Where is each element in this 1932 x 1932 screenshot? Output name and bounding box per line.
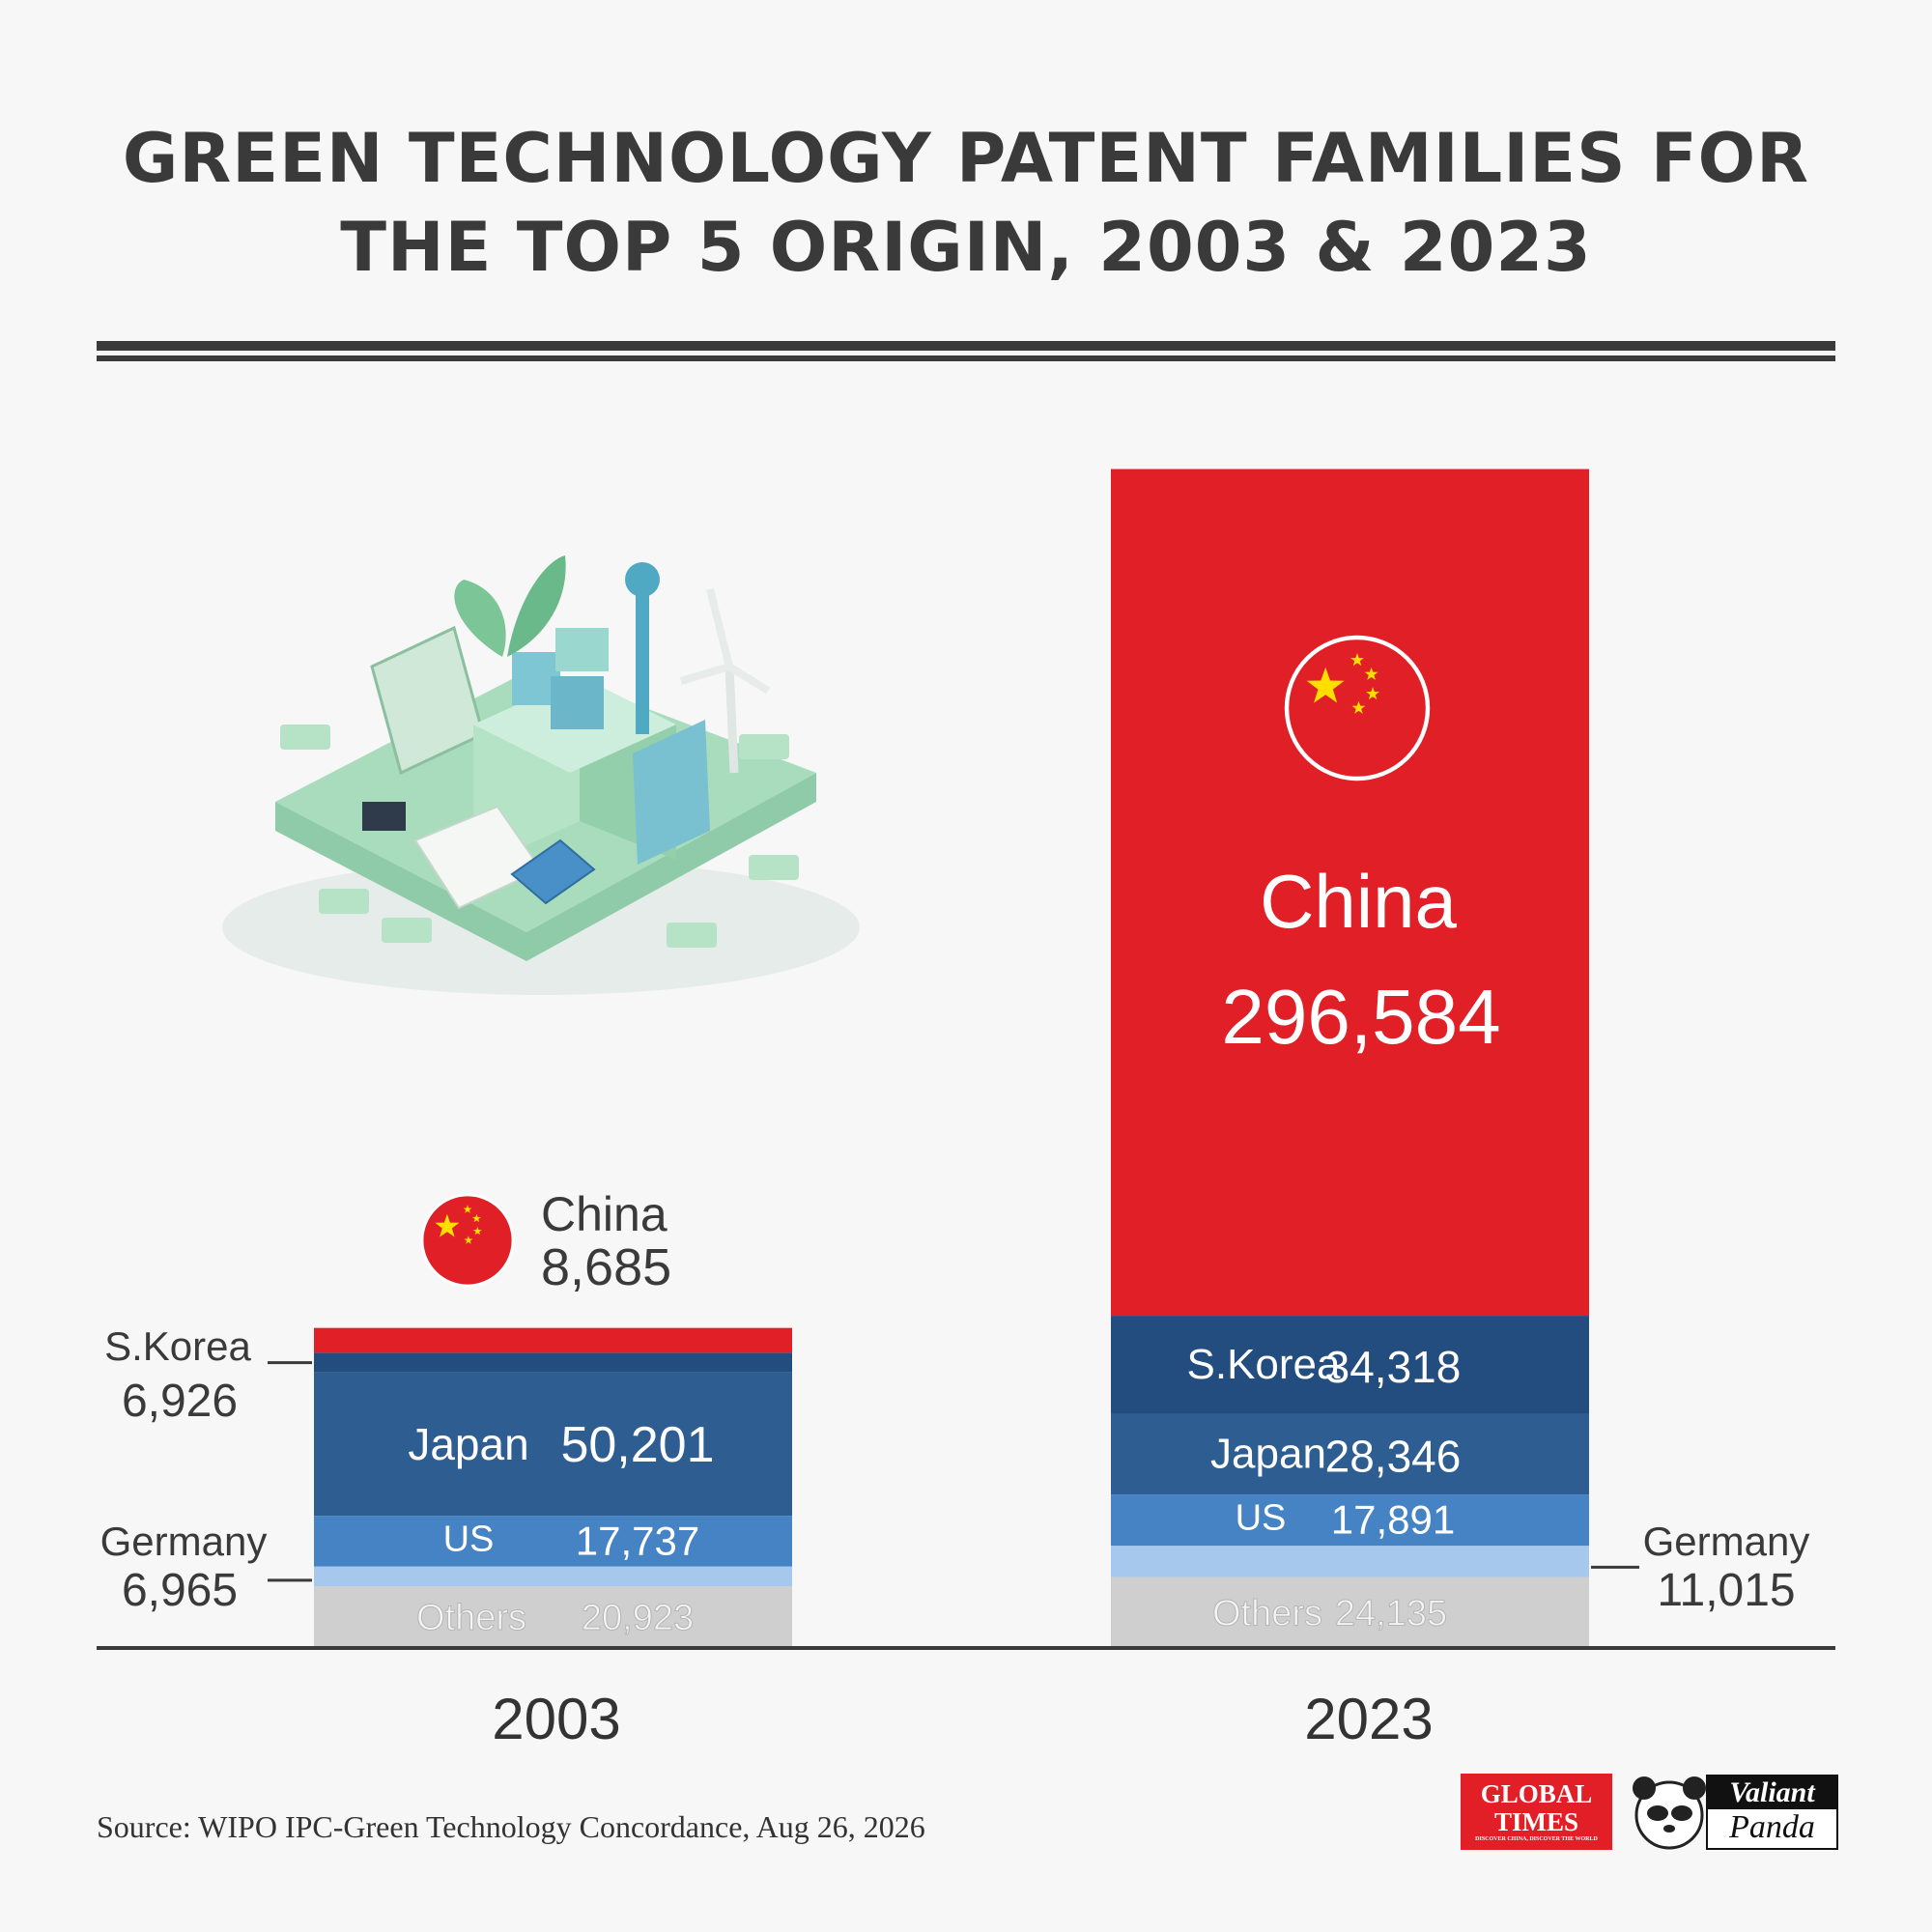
label-2003-skorea-value: 6,926 <box>122 1376 238 1427</box>
label-2003-germany-value: 6,965 <box>122 1565 238 1616</box>
china-flag-icon-2023 <box>1284 635 1431 781</box>
label-2023-china-name: China <box>1260 859 1457 944</box>
global-times-tagline: DISCOVER CHINA, DISCOVER THE WORLD <box>1475 1836 1598 1842</box>
global-times-line-1: GLOBAL <box>1480 1779 1593 1808</box>
label-2023-japan-value: 28,346 <box>1325 1431 1462 1481</box>
label-2003-others-name: Others <box>416 1598 526 1638</box>
valiant-panda-wordmark: Valiant Panda <box>1706 1775 1838 1850</box>
title-line-1: GREEN TECHNOLOGY PATENT FAMILIES FOR <box>122 119 1810 198</box>
valiant-panda-line-1: Valiant <box>1708 1776 1836 1809</box>
source-note: Source: WIPO IPC-Green Technology Concor… <box>97 1809 925 1844</box>
bar-2003-germany <box>314 1566 792 1587</box>
bar-2023-china <box>1111 469 1589 1317</box>
floating-tile-6 <box>739 734 789 759</box>
china-flag-icon-2003 <box>420 1193 515 1288</box>
label-2003-japan-value: 50,201 <box>560 1417 714 1473</box>
illustration-base-side <box>275 773 816 961</box>
bars-layer <box>314 469 1589 1646</box>
server-block <box>633 720 710 865</box>
label-2023-china-value: 296,584 <box>1221 974 1500 1060</box>
year-label-2003: 2003 <box>492 1687 620 1751</box>
label-2003-japan-name: Japan <box>408 1419 528 1469</box>
floating-tile-4 <box>667 923 717 948</box>
leaf-right <box>507 555 566 657</box>
bar-2003-us <box>314 1516 792 1567</box>
label-2023-skorea-value: 34,318 <box>1325 1342 1462 1392</box>
bar-2023-others <box>1111 1577 1589 1646</box>
teal-box-2 <box>551 676 604 729</box>
chart-title: GREEN TECHNOLOGY PATENT FAMILIES FOR THE… <box>0 114 1932 292</box>
year-label-2023: 2023 <box>1304 1687 1433 1751</box>
label-2023-germany-name: Germany <box>1643 1519 1810 1564</box>
bar-2003-others <box>314 1586 792 1646</box>
label-2003-germany-name: Germany <box>100 1519 268 1564</box>
bar-2003-skorea <box>314 1352 792 1373</box>
label-2003-us-name: US <box>443 1519 495 1559</box>
label-2003-china-value: 8,685 <box>541 1238 671 1296</box>
bar-2003-japan <box>314 1372 792 1517</box>
tower-top <box>625 562 660 597</box>
bar-2023-us <box>1111 1494 1589 1547</box>
label-2003-us-value: 17,737 <box>576 1518 699 1563</box>
leaf-left <box>454 580 506 657</box>
global-times-line-2: TIMES <box>1493 1807 1579 1836</box>
label-2023-others-name: Others <box>1212 1593 1322 1634</box>
floating-tile-3 <box>382 918 432 943</box>
label-2023-us-value: 17,891 <box>1331 1497 1455 1543</box>
label-2023-us-name: US <box>1236 1498 1287 1539</box>
global-times-logo: GLOBAL TIMES DISCOVER CHINA, DISCOVER TH… <box>1461 1774 1612 1850</box>
valiant-panda-line-2: Panda <box>1729 1809 1815 1845</box>
floating-tile-5 <box>749 855 799 880</box>
bar-2003-china <box>314 1327 792 1353</box>
turbine-blade-1 <box>706 588 733 668</box>
panda-icon <box>1633 1776 1706 1850</box>
floating-tile-2 <box>319 889 369 914</box>
label-2023-others-value: 24,135 <box>1335 1593 1447 1634</box>
bar-2023-skorea <box>1111 1316 1589 1414</box>
floating-tile-1 <box>280 724 330 750</box>
label-2023-skorea-name: S.Korea <box>1187 1341 1342 1388</box>
valiant-panda-logo: Valiant Panda <box>1629 1771 1838 1853</box>
label-2003-others-value: 20,923 <box>582 1598 694 1638</box>
title-rule-bottom <box>97 355 1835 361</box>
wind-turbine-mast <box>724 666 739 774</box>
title-rule-top <box>97 341 1835 351</box>
title-line-2: THE TOP 5 ORIGIN, 2003 & 2023 <box>340 208 1592 287</box>
bar-2023-japan <box>1111 1413 1589 1495</box>
turbine-blade-2 <box>679 663 731 685</box>
label-2023-germany-value: 11,015 <box>1657 1565 1795 1616</box>
turbine-blade-3 <box>726 663 771 695</box>
label-2003-skorea-name: S.Korea <box>104 1323 251 1369</box>
microchip <box>362 802 406 831</box>
green-tech-illustration <box>222 555 860 995</box>
label-2003-china-name: China <box>541 1187 668 1241</box>
solar-panel <box>510 838 596 905</box>
bar-2023-germany <box>1111 1546 1589 1577</box>
label-2023-japan-name: Japan <box>1210 1430 1326 1477</box>
teal-box-3 <box>555 628 609 671</box>
